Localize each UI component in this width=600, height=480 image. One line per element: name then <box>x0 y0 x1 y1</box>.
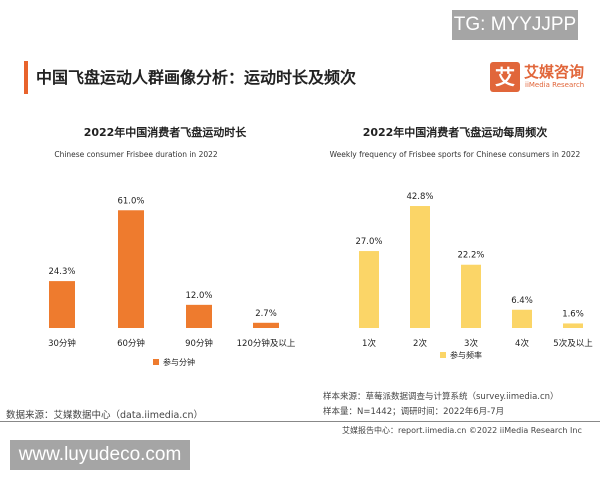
footer-divider <box>0 421 600 422</box>
watermark-bottom: www.luyudeco.com <box>10 440 190 470</box>
category-label: 1次 <box>362 338 376 349</box>
sample-size: 样本量：N=1442；调研时间：2022年6月-7月 <box>323 407 505 417</box>
category-label: 120分钟及以上 <box>237 338 296 349</box>
bar-1-4 <box>563 323 583 328</box>
data-label: 42.8% <box>406 192 433 202</box>
page-title: 中国飞盘运动人群画像分析：运动时长及频次 <box>36 68 357 87</box>
bar-0-3 <box>253 322 279 328</box>
legend-swatch <box>440 352 446 358</box>
right-chart-title: 2022年中国消费者飞盘运动每周频次 <box>362 126 548 139</box>
bar-1-2 <box>461 264 481 328</box>
category-label: 5次及以上 <box>553 338 593 349</box>
data-label: 24.3% <box>48 267 75 277</box>
logo-icon: 艾 <box>490 62 520 92</box>
data-label: 22.2% <box>457 251 484 261</box>
watermark-top: TG: MYYJJPP <box>452 10 578 40</box>
left-chart-title: 2022年中国消费者飞盘运动时长 <box>83 126 247 139</box>
data-label: 61.0% <box>117 196 144 206</box>
bar-0-1 <box>118 210 144 328</box>
category-label: 60分钟 <box>117 338 145 349</box>
category-label: 30分钟 <box>48 338 76 349</box>
data-source: 数据来源：艾媒数据中心（data.iimedia.cn） <box>6 410 204 421</box>
data-label: 12.0% <box>185 291 212 301</box>
category-label: 2次 <box>413 338 427 349</box>
left-chart-subtitle: Chinese consumer Frisbee duration in 202… <box>54 150 218 159</box>
legend-label: 参与分钟 <box>163 357 195 367</box>
logo-subtext: iiMedia Research <box>525 81 585 89</box>
bar-0-0 <box>49 281 75 328</box>
sample-source: 样本来源：草莓派数据调查与计算系统（survey.iimedia.cn） <box>323 392 559 402</box>
category-label: 3次 <box>464 338 478 349</box>
data-label: 1.6% <box>562 309 584 319</box>
legend-label: 参与频率 <box>450 350 482 360</box>
logo-text: 艾媒咨询 <box>524 63 585 81</box>
bar-charts: 24.3% 30分钟 61.0% 60分钟 12.0% 90分钟 2.7% 120分钟及以上参… <box>48 192 593 367</box>
copyright: 艾媒报告中心：report.iimedia.cn ©2022 iiMedia R… <box>342 426 582 435</box>
bar-1-1 <box>410 206 430 328</box>
title-accent-bar <box>24 61 28 94</box>
right-chart-subtitle: Weekly frequency of Frisbee sports for C… <box>329 150 581 159</box>
data-label: 2.7% <box>255 309 277 319</box>
bar-1-0 <box>359 251 379 328</box>
data-label: 6.4% <box>511 296 533 306</box>
category-label: 90分钟 <box>185 338 213 349</box>
bar-1-3 <box>512 309 532 328</box>
legend-swatch <box>153 359 159 365</box>
bar-0-2 <box>186 304 212 328</box>
category-label: 4次 <box>515 338 529 349</box>
data-label: 27.0% <box>355 237 382 247</box>
